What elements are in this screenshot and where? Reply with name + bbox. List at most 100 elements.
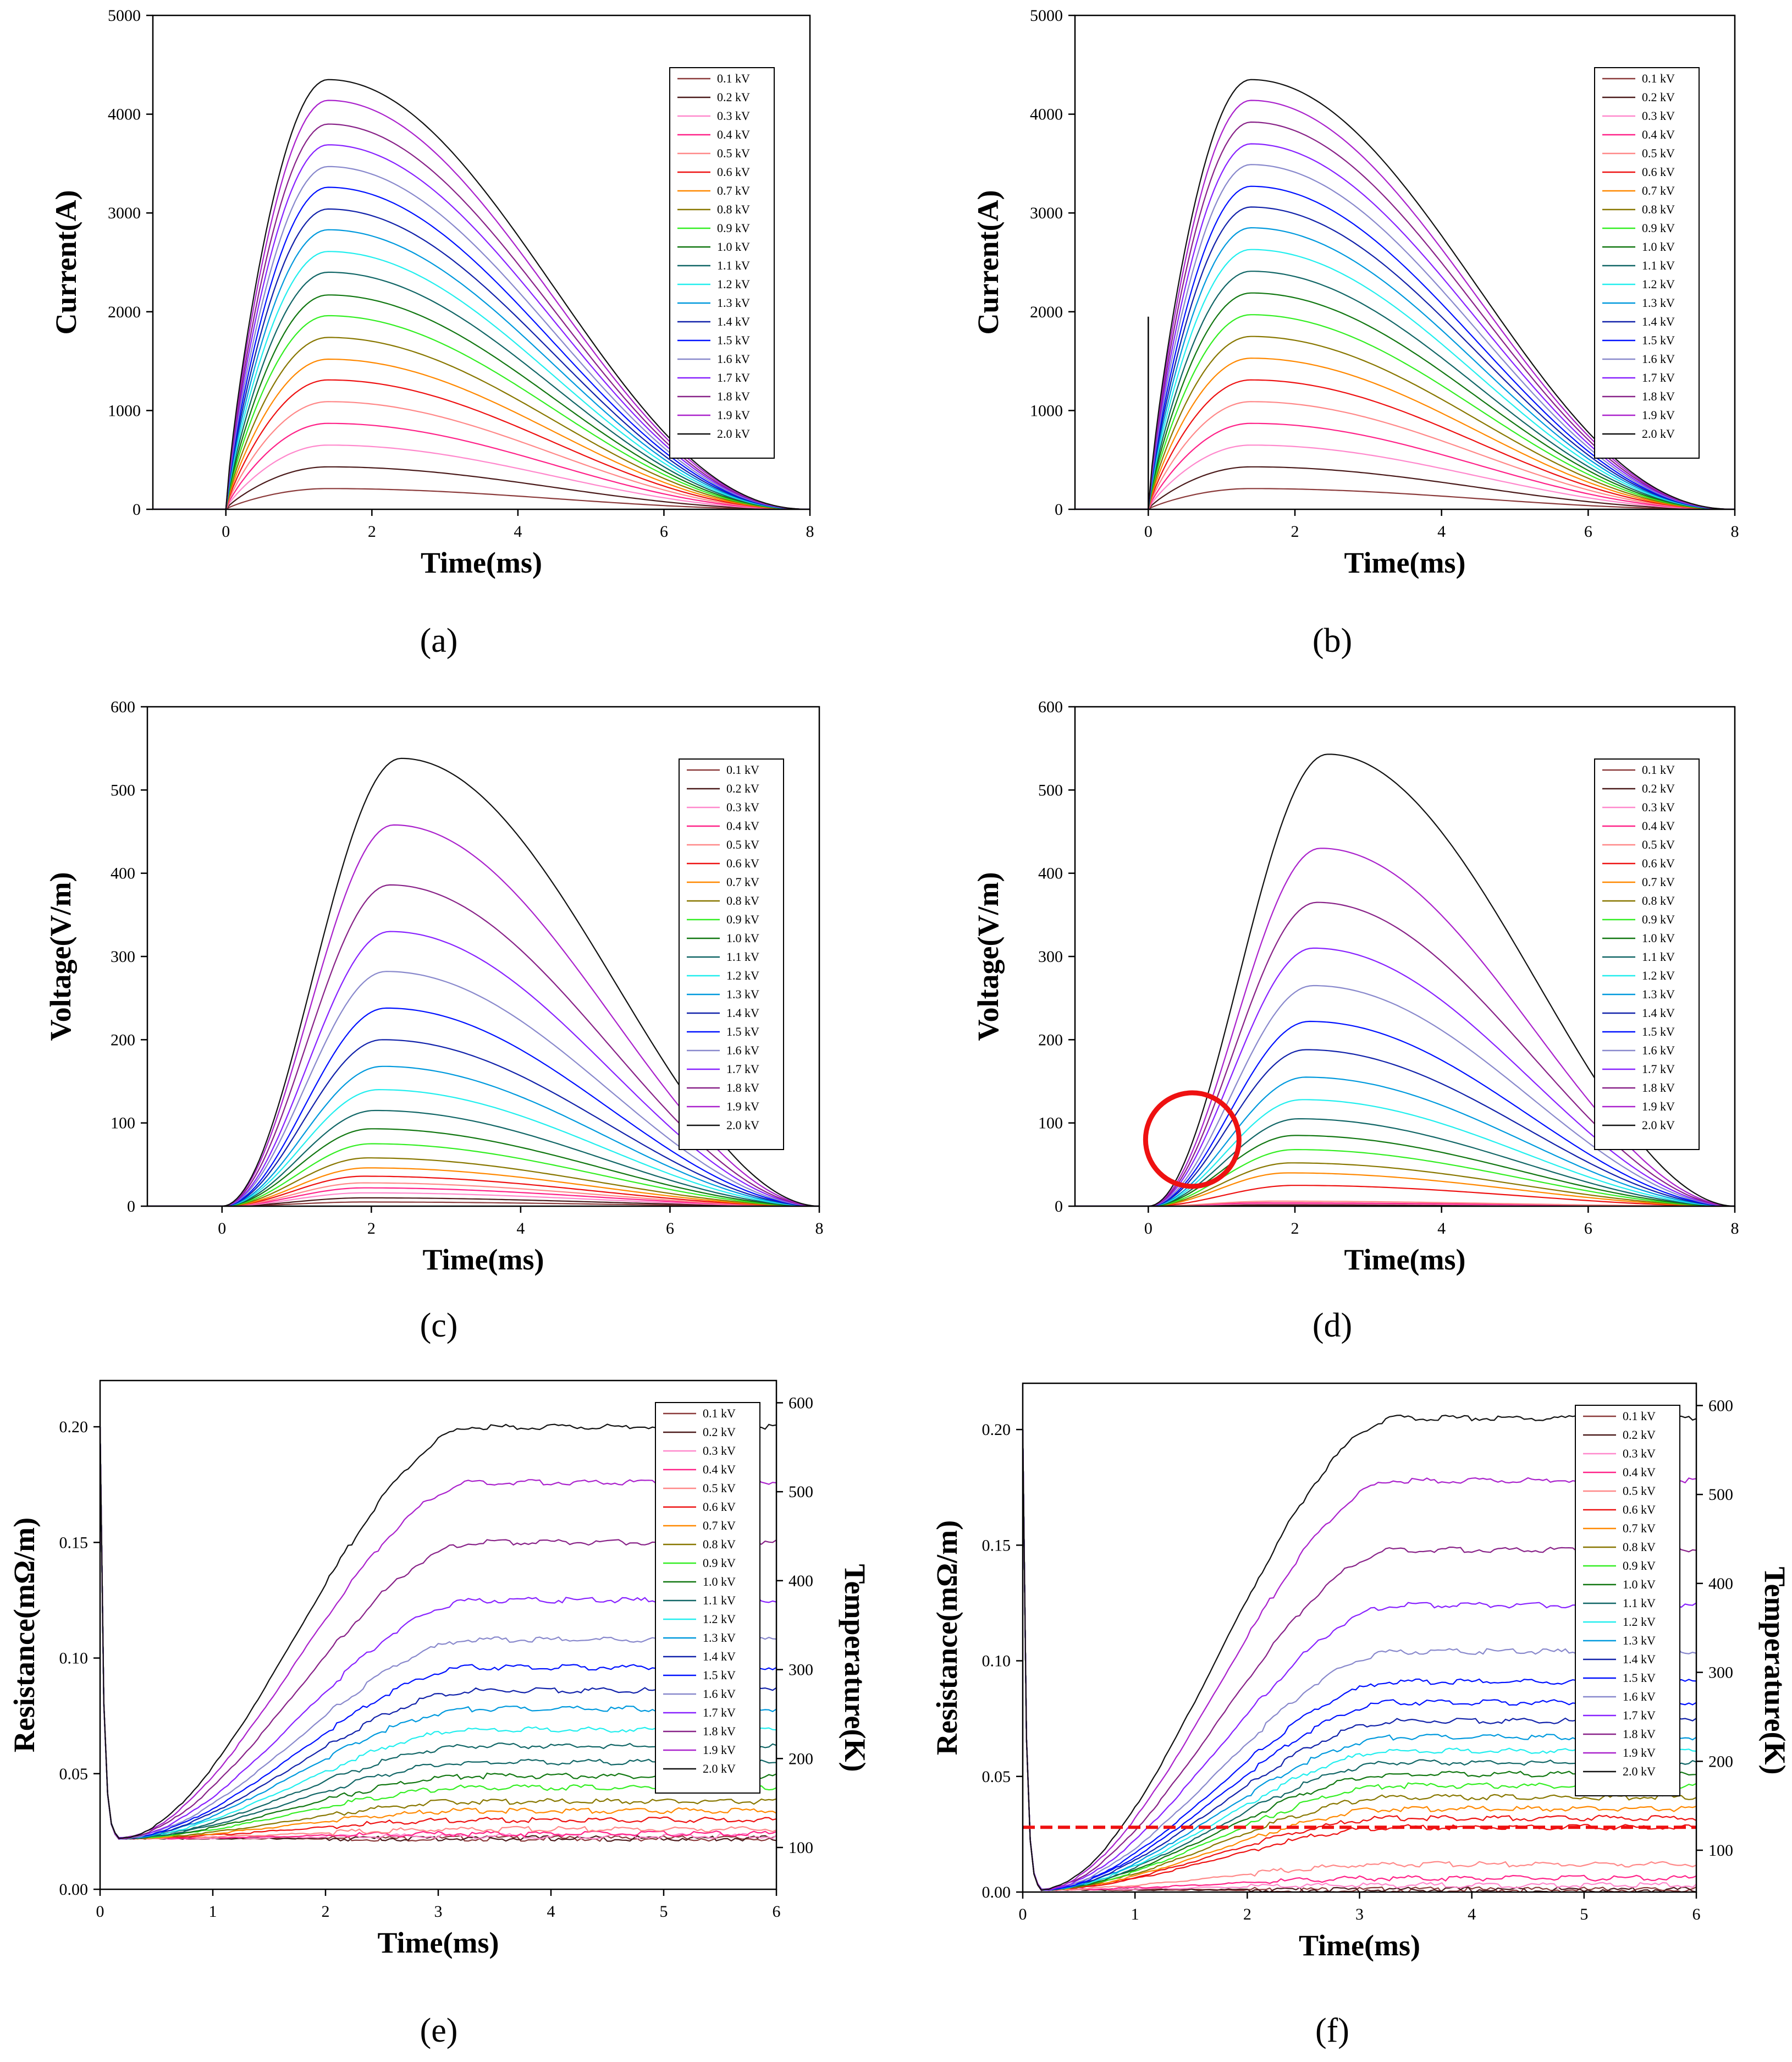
x-tick-label: 5	[660, 1902, 668, 1921]
y-tick-label: 0.15	[59, 1533, 89, 1552]
legend-label: 1.0 kV	[1642, 240, 1675, 254]
series-line	[1075, 379, 1735, 509]
y2-tick-label: 200	[789, 1750, 813, 1768]
legend-label: 0.1 kV	[726, 763, 759, 777]
y-tick-label: 200	[1038, 1031, 1063, 1049]
legend-label: 0.7 kV	[703, 1519, 736, 1532]
x-tick-label: 4	[1468, 1905, 1476, 1923]
y-tick-label: 0.10	[59, 1649, 89, 1668]
y-axis-label: Voltage(V/m)	[972, 872, 1005, 1041]
legend-label: 0.5 kV	[717, 146, 750, 160]
y-tick-label: 5000	[108, 7, 141, 25]
series-line	[153, 466, 810, 509]
x-tick-label: 3	[434, 1902, 443, 1921]
legend-label: 0.4 kV	[717, 128, 750, 141]
legend-label: 1.9 kV	[1642, 1099, 1675, 1113]
legend-label: 1.5 kV	[1642, 333, 1675, 347]
y-tick-label: 300	[111, 948, 135, 966]
x-tick-label: 8	[806, 523, 814, 541]
series-line	[1075, 249, 1735, 509]
series-line	[1075, 466, 1735, 509]
legend-label: 0.1 kV	[1642, 72, 1675, 85]
series-line	[153, 315, 810, 509]
series-line	[147, 1157, 819, 1206]
x-tick-label: 2	[368, 523, 376, 541]
series-line	[1075, 848, 1735, 1206]
series-line	[153, 444, 810, 509]
y2-tick-label: 400	[1708, 1575, 1733, 1593]
legend-label: 0.5 kV	[703, 1481, 736, 1495]
series-line	[1075, 79, 1735, 509]
y-tick-label: 300	[1038, 948, 1063, 966]
series-line	[153, 229, 810, 509]
legend-label: 2.0 kV	[703, 1762, 736, 1775]
legend-label: 1.0 kV	[717, 240, 750, 254]
legend-label: 1.0 kV	[726, 931, 759, 945]
y-axis-label: Resistance(mΩ/m)	[930, 1520, 963, 1755]
legend-label: 0.8 kV	[1642, 202, 1675, 216]
y-tick-label: 2000	[1030, 303, 1063, 321]
legend-label: 1.8 kV	[1642, 389, 1675, 403]
series-line	[1075, 143, 1735, 509]
legend-box	[1594, 67, 1700, 459]
series-line	[147, 1109, 819, 1206]
series-line	[1075, 1135, 1735, 1206]
legend-label: 0.2 kV	[1642, 90, 1675, 104]
series-line	[1075, 947, 1735, 1206]
series-line	[153, 422, 810, 509]
chart-b: 0 2 4 6 8 0 1000 2000 3000 4000 5000 Time(ms) Curren…	[972, 7, 1739, 659]
legend-label: 0.4 kV	[1642, 819, 1675, 833]
legend-label: 0.4 kV	[703, 1462, 736, 1476]
legend-label: 1.7 kV	[717, 371, 750, 384]
series-line	[1075, 901, 1735, 1206]
series-line	[147, 1128, 819, 1206]
y-axis-label: Voltage(V/m)	[44, 872, 77, 1041]
x-tick-label: 0	[1144, 1219, 1153, 1238]
y2-tick-label: 500	[1708, 1486, 1733, 1504]
series-line	[100, 1427, 776, 1840]
series-line	[1075, 206, 1735, 509]
y-tick-label: 1000	[1030, 402, 1063, 420]
series-line	[1075, 314, 1735, 509]
legend-label: 1.5 kV	[1642, 1025, 1675, 1038]
y-tick-label: 600	[111, 698, 135, 716]
x-tick-label: 0	[1019, 1905, 1027, 1923]
legend-label: 0.3 kV	[703, 1444, 736, 1458]
series-line	[1075, 271, 1735, 509]
series-line	[1075, 422, 1735, 509]
y-tick-label: 2000	[108, 303, 141, 321]
legend-label: 1.4 kV	[1623, 1652, 1656, 1666]
x-tick-label: 2	[322, 1902, 330, 1921]
legend-box	[1575, 1405, 1680, 1796]
legend-label: 0.1 kV	[1623, 1409, 1656, 1423]
legend-label: 0.6 kV	[717, 165, 750, 179]
legend-label: 0.8 kV	[1623, 1540, 1656, 1554]
y-tick-label: 0.05	[982, 1768, 1011, 1786]
series-line	[147, 971, 819, 1206]
legend-label: 1.1 kV	[703, 1593, 736, 1607]
series-line	[1075, 336, 1735, 509]
legend-label: 0.1 kV	[703, 1406, 736, 1420]
x-tick-label: 4	[1437, 1219, 1446, 1238]
legend-label: 0.9 kV	[1623, 1559, 1656, 1572]
x-tick-label: 0	[1144, 523, 1153, 541]
legend-label: 2.0 kV	[1623, 1764, 1656, 1778]
series-line	[1075, 444, 1735, 509]
legend-label: 1.1 kV	[1623, 1596, 1656, 1610]
plot-frame	[1074, 14, 1736, 510]
y-axis-label: Resistance(mΩ/m)	[8, 1517, 41, 1752]
series-line	[153, 379, 810, 509]
legend-label: 1.3 kV	[1623, 1634, 1656, 1647]
legend-label: 1.3 kV	[726, 987, 759, 1001]
legend-label: 1.2 kV	[703, 1612, 736, 1626]
legend-label: 1.7 kV	[1642, 1062, 1675, 1076]
legend: 0.1 kV 0.2 kV 0.3 kV 0.4 kV 0.5 kV 0.6 kV 0.7 …	[669, 67, 775, 459]
legend-label: 0.2 kV	[717, 90, 750, 104]
series-line	[147, 1007, 819, 1206]
series-line	[1075, 1149, 1735, 1206]
x-tick-label: 8	[815, 1219, 824, 1238]
legend-label: 1.9 kV	[726, 1099, 759, 1113]
series-line	[1075, 227, 1735, 509]
x-axis-label: Time(ms)	[1344, 1243, 1466, 1276]
legend-label: 0.6 kV	[1623, 1503, 1656, 1516]
